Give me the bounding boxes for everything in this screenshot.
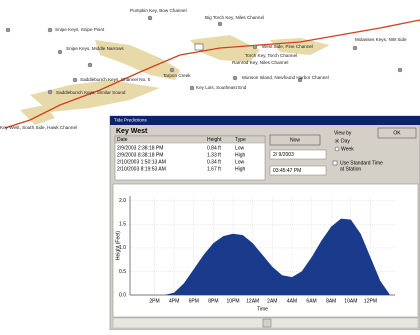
map-label: Molasses Keys, NW Side [355,37,407,42]
station-marker [47,27,53,33]
checkbox[interactable] [332,160,338,166]
map-label: Saddlebunch Keys, Similar Sound [56,90,126,95]
ok-button-label[interactable]: OK [393,130,401,136]
x-tick-label: 2AM [267,298,277,304]
date-picker[interactable] [269,149,327,160]
x-tick-label: 4AM [287,298,297,304]
table-cell: Low [235,145,245,151]
prediction-table [114,135,266,181]
x-tick-label: 4PM [169,298,179,304]
now-button[interactable] [269,134,321,146]
radio-selected [336,140,338,142]
checkbox-label[interactable]: Use Standard Time [340,160,383,166]
map-label: West Side, Pine Channel [262,44,313,49]
table-header-cell: Type [235,137,246,143]
date-value[interactable]: 2/ 9/2003 [273,152,294,158]
station-marker [72,77,78,83]
x-axis-title: Time [257,306,268,312]
table-header-cell: Height [207,137,222,143]
station-marker [217,21,223,27]
table-cell: Low [235,159,245,165]
title-bar [110,116,420,125]
x-tick-label: 6PM [189,298,199,304]
table-cell: 0.84 ft [207,145,222,151]
y-tick-label: 0.5 [119,269,126,275]
table-header [114,135,266,144]
y-axis-title: Height (Feet) [115,231,121,261]
y-tick-label: 1.0 [119,245,126,251]
map-label: Key Lois, Southeast End [196,85,247,90]
y-tick-label: 1.5 [119,222,126,228]
radio-week[interactable] [334,146,340,152]
map-label: Snipe Keys, Snipe Point [55,27,105,32]
x-tick-label: 12AM [246,298,259,304]
x-tick-label: 6AM [306,298,316,304]
dialog: Tide Predictions Key West Date Height Type… [109,115,420,331]
map-label: Munson Island, Newfound Harbor Channel [242,75,329,80]
table-cell: High [235,152,246,158]
table-header-cell: Date [117,137,128,143]
table-cell: 2/10/2003 1:50:13 AM [117,159,166,165]
station-marker [189,85,195,91]
station-marker [252,44,258,50]
map-label: Pumpkin Key, Bow Channel [130,8,187,13]
radio-label[interactable]: Day [341,138,350,144]
station-marker [147,15,153,21]
map-label: Tarpon Creek [163,73,191,78]
map-label: Snipe Keys, Middle Narrows [66,46,124,51]
island [270,38,330,55]
station-name: Key West [116,128,148,135]
y-tick-label: 2.0 [119,198,126,204]
station-marker [87,62,93,68]
station-marker [397,67,403,73]
scroll-thumb[interactable] [262,318,272,328]
road-sign [194,43,204,51]
ok-button[interactable] [377,127,417,139]
time-value[interactable]: 03:45:47 PM [273,168,301,174]
time-picker[interactable] [269,165,327,176]
x-tick-label: 10PM [227,298,240,304]
map-label: Saddlebunch Keys, Channel No. 5 [80,77,151,82]
station-marker [352,45,358,51]
x-tick-label: 10AM [344,298,357,304]
table-cell: 2/9/2003 2:38:18 PM [117,145,163,151]
table-cell: High [235,166,246,172]
x-tick-label: 8PM [208,298,218,304]
radio-label[interactable]: Week [341,146,354,152]
table-cell: 1.33 ft [207,152,222,158]
now-button-label[interactable]: Now [290,137,300,143]
station-marker [57,49,63,55]
map-label: Torch Key, Torch Channel [245,53,297,58]
station-marker [297,77,303,83]
view-by-label: View by [334,130,352,136]
map-label: Key West, South Side, Hawk Channel [0,125,77,130]
table-cell: 2/9/2003 8:38:18 PM [117,152,163,158]
station-marker [47,89,53,95]
island [95,40,180,80]
highway [4,19,420,129]
x-tick-label: 8AM [326,298,336,304]
station-marker [232,75,238,81]
station-marker [169,67,175,73]
station-marker [5,27,11,33]
table-cell: 2/10/2003 8:19:53 AM [117,166,166,172]
table-cell: 1.67 ft [207,166,222,172]
checkbox-label[interactable]: at Station [340,166,361,172]
tide-area [154,218,391,295]
table-cell: 0.34 ft [207,159,222,165]
x-tick-label: 2PM [149,298,159,304]
island [20,105,55,125]
dialog-title: Tide Predictions [114,118,147,123]
chart-panel [112,183,419,318]
island [190,35,260,62]
y-tick-label: 0.0 [119,292,126,298]
x-tick-label: 12PM [364,298,377,304]
map-label: Big Torch Key, Niles Channel [205,15,264,20]
map-label: Ramrod Key, Niles Channel [232,60,288,65]
